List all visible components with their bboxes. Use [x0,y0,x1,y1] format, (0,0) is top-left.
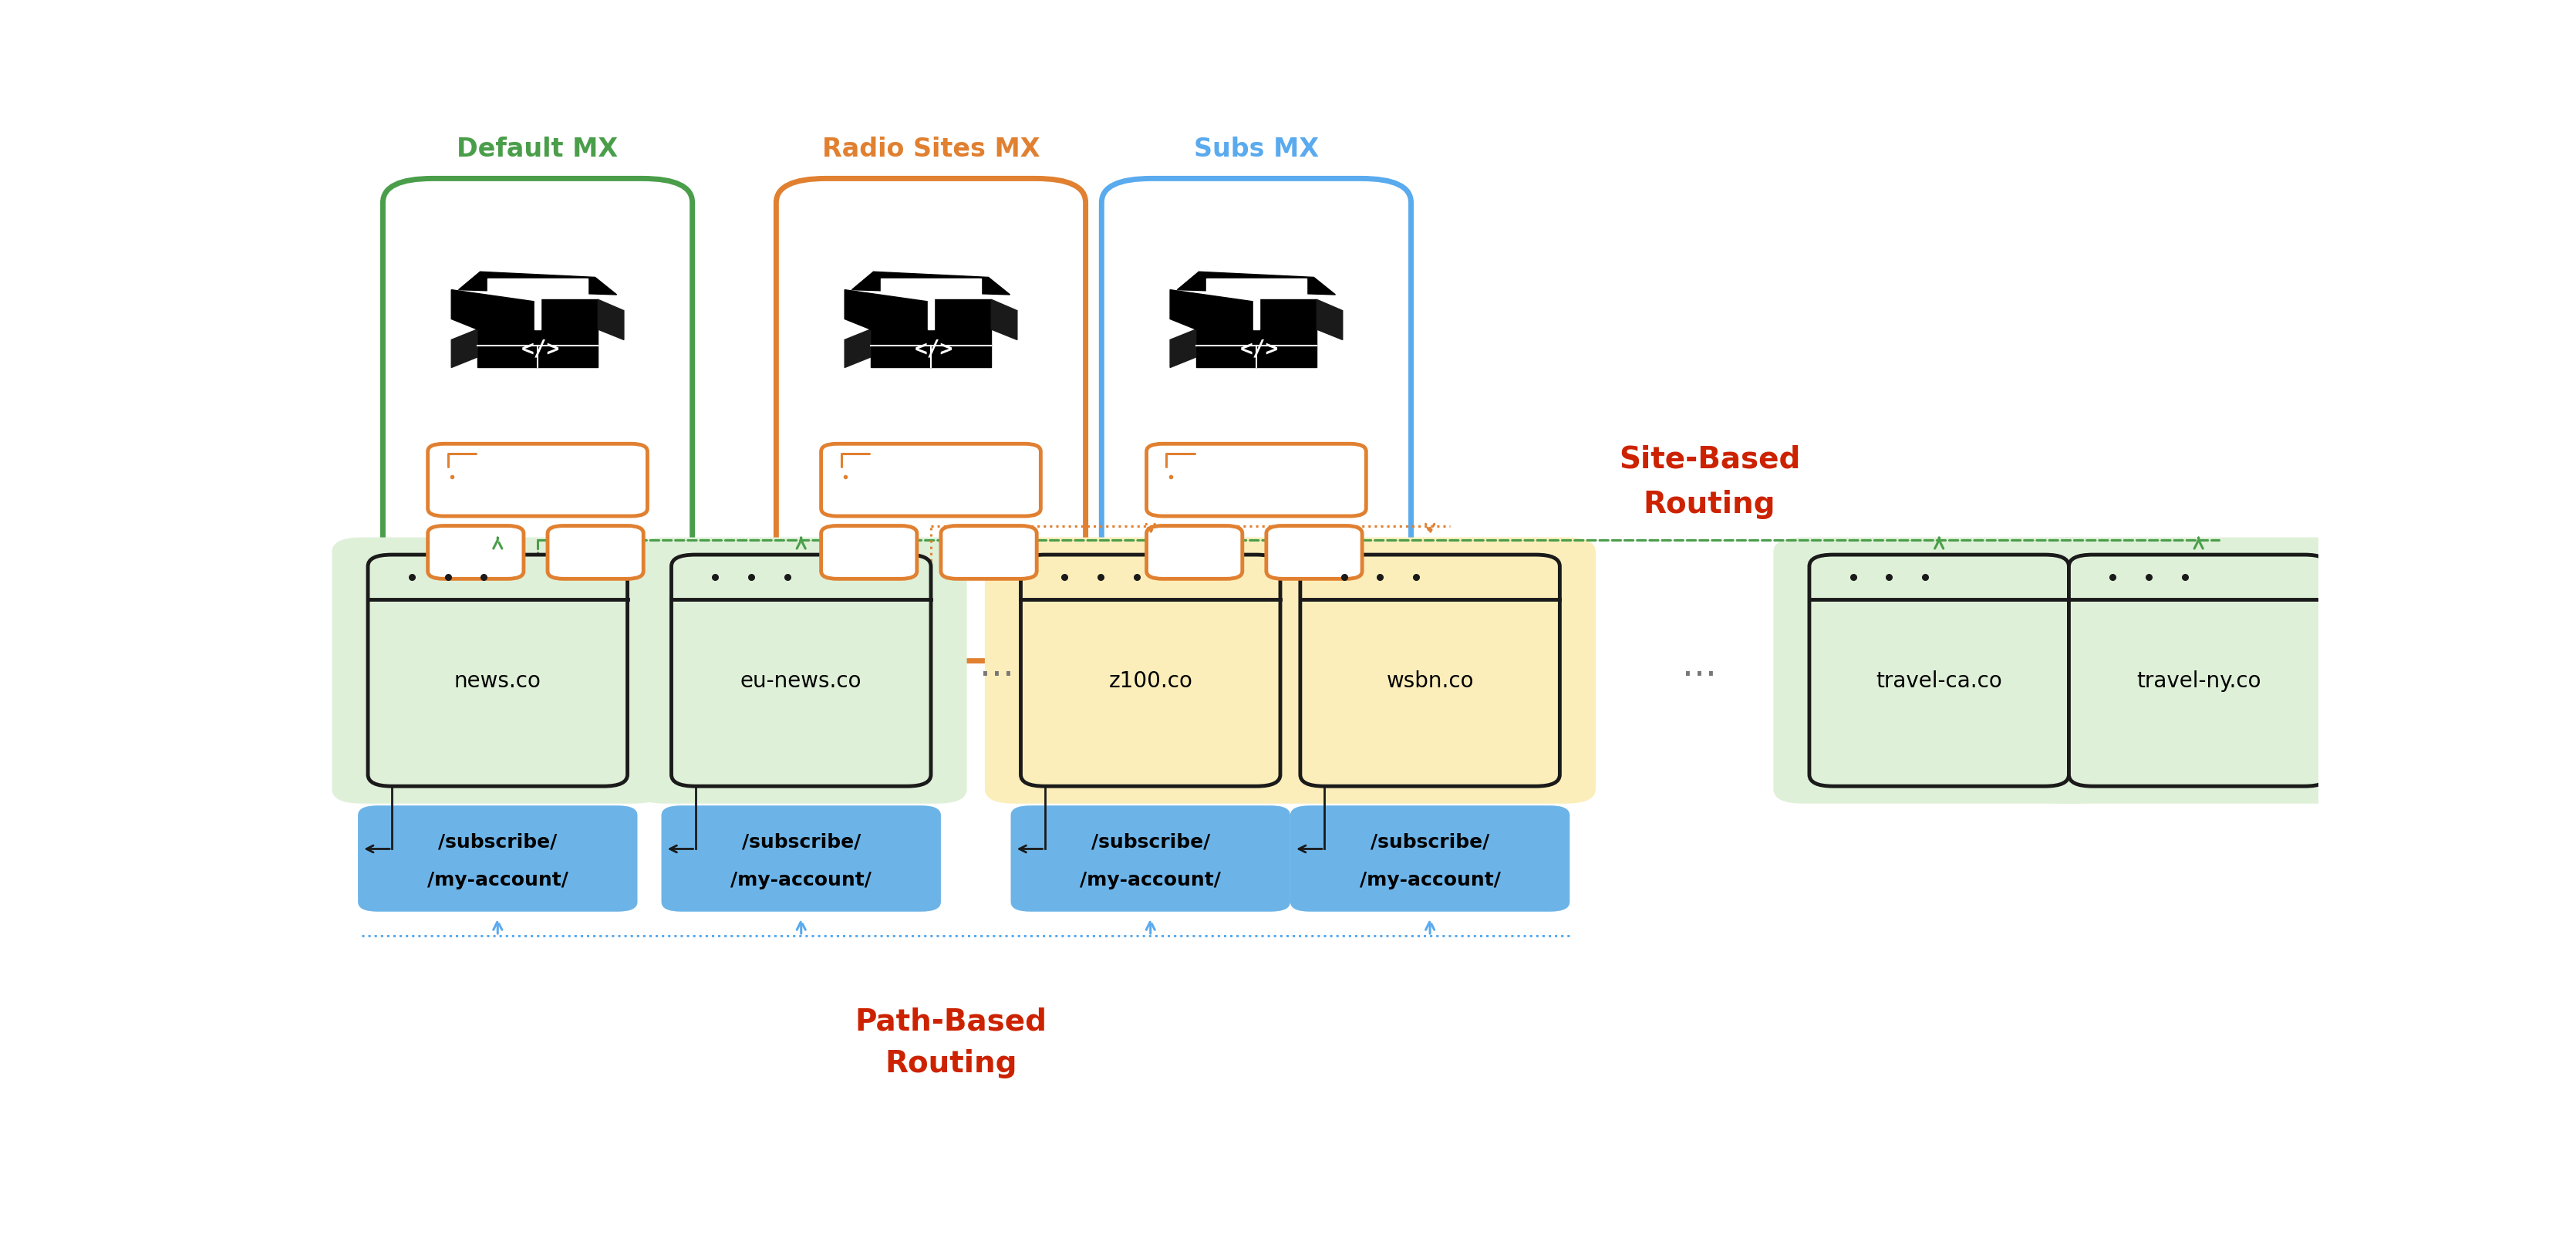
FancyBboxPatch shape [1301,555,1561,786]
Text: Routing: Routing [884,1048,1018,1078]
FancyBboxPatch shape [1808,555,2069,786]
Text: /my-account/: /my-account/ [1079,871,1221,889]
Polygon shape [927,295,933,331]
Text: Subs MX: Subs MX [1193,136,1319,162]
Text: Site-Based: Site-Based [1618,444,1801,473]
FancyBboxPatch shape [822,526,917,580]
Text: Radio Sites MX: Radio Sites MX [822,136,1041,162]
Text: /subscribe/: /subscribe/ [742,833,860,850]
Polygon shape [1177,273,1334,295]
Text: </>: </> [1239,338,1278,359]
Polygon shape [598,300,623,341]
Text: Path-Based: Path-Based [855,1007,1046,1035]
Polygon shape [871,331,992,368]
FancyBboxPatch shape [1020,555,1280,786]
FancyBboxPatch shape [1146,526,1242,580]
Text: ...: ... [979,649,1015,684]
Text: </>: </> [520,338,559,359]
FancyBboxPatch shape [368,555,629,786]
Text: </>: </> [914,338,953,359]
Text: ...: ... [1682,649,1716,684]
FancyBboxPatch shape [1267,526,1363,580]
Polygon shape [881,279,981,295]
FancyBboxPatch shape [672,555,930,786]
Text: /my-account/: /my-account/ [428,871,569,889]
FancyBboxPatch shape [822,444,1041,517]
Polygon shape [536,295,541,331]
Polygon shape [1195,331,1316,368]
Polygon shape [451,290,536,331]
Polygon shape [451,331,477,368]
Polygon shape [845,331,871,368]
Polygon shape [992,300,1018,341]
Polygon shape [1170,290,1255,331]
Text: Default MX: Default MX [456,136,618,162]
FancyBboxPatch shape [1772,538,2105,804]
Polygon shape [853,273,1010,295]
Polygon shape [845,290,927,331]
Polygon shape [459,273,616,295]
FancyBboxPatch shape [2032,538,2365,804]
Text: /subscribe/: /subscribe/ [1370,833,1489,850]
Text: Routing: Routing [1643,490,1775,518]
Text: travel-ca.co: travel-ca.co [1875,670,2002,691]
Text: /my-account/: /my-account/ [732,871,871,889]
Polygon shape [1260,300,1316,331]
FancyBboxPatch shape [636,538,966,804]
FancyBboxPatch shape [775,179,1084,661]
FancyBboxPatch shape [2069,555,2329,786]
FancyBboxPatch shape [1103,179,1412,661]
Polygon shape [1170,331,1195,368]
Polygon shape [487,279,587,295]
Text: eu-news.co: eu-news.co [739,670,863,691]
Text: wsbn.co: wsbn.co [1386,670,1473,691]
FancyBboxPatch shape [662,806,940,911]
Polygon shape [1316,300,1342,341]
Text: news.co: news.co [453,670,541,691]
Polygon shape [477,331,598,368]
FancyBboxPatch shape [940,526,1036,580]
FancyBboxPatch shape [428,444,647,517]
FancyBboxPatch shape [428,526,523,580]
FancyBboxPatch shape [358,806,636,911]
FancyBboxPatch shape [384,179,693,661]
FancyBboxPatch shape [332,538,665,804]
FancyBboxPatch shape [549,526,644,580]
Polygon shape [1255,295,1260,331]
FancyBboxPatch shape [984,538,1316,804]
FancyBboxPatch shape [1265,538,1595,804]
FancyBboxPatch shape [1146,444,1365,517]
FancyBboxPatch shape [1291,806,1569,911]
Text: z100.co: z100.co [1108,670,1193,691]
Text: travel-ny.co: travel-ny.co [2136,670,2262,691]
Text: /subscribe/: /subscribe/ [1092,833,1211,850]
Text: /my-account/: /my-account/ [1360,871,1502,889]
Polygon shape [1206,279,1306,295]
Polygon shape [541,300,598,331]
Polygon shape [933,300,992,331]
FancyBboxPatch shape [1010,806,1291,911]
Text: /subscribe/: /subscribe/ [438,833,556,850]
